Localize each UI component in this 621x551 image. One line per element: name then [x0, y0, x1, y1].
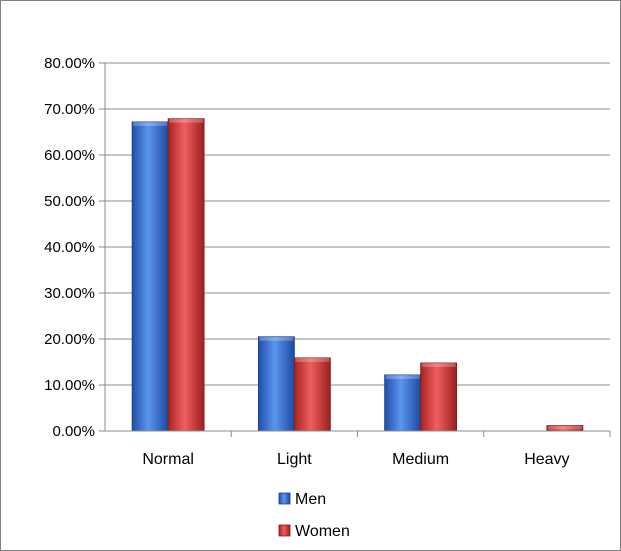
x-tick-label: Heavy [524, 451, 569, 468]
bar-men-light [257, 336, 295, 432]
bar-women-normal [167, 118, 205, 432]
legend-label-men: Men [295, 491, 326, 508]
legend-swatch-men [278, 492, 291, 505]
bar-men-normal [131, 121, 169, 432]
y-tick-label: 40.00% [44, 239, 95, 256]
y-tick-label: 50.00% [44, 193, 95, 210]
legend-label-women: Women [295, 523, 350, 540]
y-tick-label: 0.00% [52, 423, 95, 440]
x-tick-label: Light [277, 451, 312, 468]
bar-highlight [133, 121, 168, 126]
x-tick-label: Medium [392, 451, 449, 468]
y-tick-label: 80.00% [44, 55, 95, 72]
bar-highlight [295, 357, 330, 362]
legend-swatch-women [278, 524, 291, 537]
bar-men-medium [384, 374, 422, 432]
bar-women-medium [420, 362, 458, 432]
y-tick-label: 70.00% [44, 101, 95, 118]
bar-highlight [169, 118, 204, 123]
y-tick-label: 20.00% [44, 331, 95, 348]
bar-highlight [259, 336, 294, 341]
x-tick-label: Normal [142, 451, 194, 468]
y-tick-label: 10.00% [44, 377, 95, 394]
bars [131, 118, 584, 432]
bar-women-light [293, 357, 331, 432]
legend: Men Women [278, 491, 350, 540]
y-tick-label: 60.00% [44, 147, 95, 164]
bar-highlight [547, 425, 582, 430]
bar-highlight [421, 362, 456, 367]
y-tick-label: 30.00% [44, 285, 95, 302]
bar-highlight [385, 374, 420, 379]
axes [99, 62, 611, 437]
labels: 0.00% 10.00% 20.00% 30.00% 40.00% 50.00% 60.00… [44, 55, 569, 468]
